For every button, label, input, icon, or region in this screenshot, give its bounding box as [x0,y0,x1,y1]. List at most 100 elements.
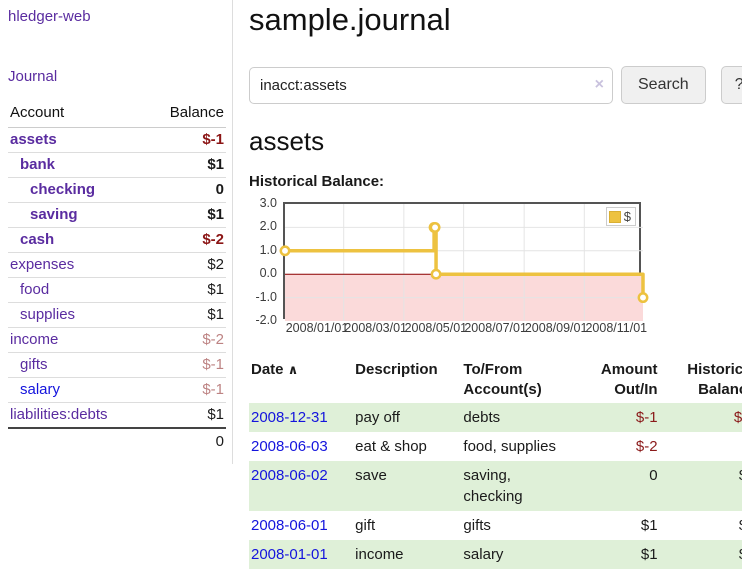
account-balance: $1 [146,202,226,228]
register-header-row: Date ∧ Description To/From Account(s) Am… [249,357,742,403]
sidebar-item-journal[interactable]: Journal [8,68,58,85]
chart-title: Historical Balance: [249,173,385,190]
register-table-body: 2008-12-31 pay off debts $-1 $-1 2008-06-03 ea… [249,403,742,569]
account-balance: $1 [146,302,226,328]
account-heading: assets [249,126,325,156]
transaction-date-link[interactable]: 2008-01-01 [251,546,328,563]
account-balance: $1 [146,152,226,178]
account-row: checking 0 [8,177,226,203]
transaction-balance: $-1 [733,409,742,426]
transaction-date-link[interactable]: 2008-06-03 [251,438,328,455]
chart-canvas [279,204,649,321]
account-row: supplies $1 [8,302,226,328]
register-header-amount[interactable]: Amount Out/In [600,361,658,398]
x-tick-label: 2008/07/01 [464,321,527,335]
y-tick-label: 2.0 [259,219,277,234]
sidebar-account-link[interactable]: checking [30,181,96,198]
balance-chart: 3.0 2.0 1.0 0.0 -1.0 -2.0 $ 2008/01/01 2008/03… [249,196,742,337]
accounts-header-account: Account [8,100,147,128]
y-tick-label: -1.0 [255,289,277,304]
account-row: gifts $-1 [8,352,226,378]
transaction-balance: $2 [660,511,742,540]
transaction-row[interactable]: 2008-06-02 save saving, checking 0$2 [249,461,742,511]
transaction-date-link[interactable]: 2008-06-02 [251,467,328,484]
account-balance: $2 [146,252,226,278]
account-row: bank $1 [8,152,226,178]
transaction-accounts: debts [463,409,501,426]
account-balance: $1 [146,402,226,429]
transaction-amount: $-2 [635,438,658,455]
transaction-amount: 0 [649,467,658,484]
transaction-description: save [355,467,387,484]
accounts-total-value: 0 [146,427,226,454]
help-button[interactable]: ? [720,66,742,104]
transaction-description: gift [355,517,376,534]
legend-swatch-icon [608,210,621,223]
account-balance: $1 [146,277,226,303]
accounts-table-body: assets $-1 bank $1 checking 0 saving $1 cash $-2 e… [8,127,226,454]
sidebar-account-link[interactable]: gifts [20,356,48,373]
app-title-link[interactable]: hledger-web [8,8,91,25]
chart-x-axis: 2008/01/01 2008/03/01 2008/05/01 2008/07/01… [283,321,742,337]
transaction-accounts: gifts [463,517,491,534]
sidebar-account-link[interactable]: food [20,281,50,298]
sidebar-account-link[interactable]: assets [10,131,57,148]
transaction-description: eat & shop [355,438,427,455]
transaction-accounts: salary [463,546,504,563]
register-table: Date ∧ Description To/From Account(s) Am… [249,357,742,569]
y-tick-label: 3.0 [259,196,277,210]
transaction-amount: $-1 [635,409,658,426]
search-button[interactable]: Search [621,66,706,104]
register-header-description[interactable]: Description [355,361,438,378]
sidebar-account-link[interactable]: supplies [20,306,76,323]
sidebar-account-link[interactable]: expenses [10,256,75,273]
transaction-accounts: saving, checking [463,467,523,505]
transaction-balance: 0 [660,432,742,461]
account-balance: $-1 [146,377,226,403]
x-tick-label: 2008/05/01 [404,321,468,335]
account-row: income $-2 [8,327,226,353]
account-row: food $1 [8,277,226,303]
clear-search-icon[interactable]: × [594,75,604,93]
sidebar: hledger-web Journal Account Balance asse… [0,0,233,464]
accounts-table: Account Balance assets $-1 bank $1 checking 0… [8,100,226,454]
sidebar-account-link[interactable]: income [10,331,59,348]
chart-y-axis: 3.0 2.0 1.0 0.0 -1.0 -2.0 [249,196,279,327]
search-form: × Search ? [249,66,742,104]
chart-plot-area[interactable]: $ [279,202,649,321]
y-tick-label: -2.0 [255,313,277,327]
account-row: cash $-2 [8,227,226,253]
transaction-row[interactable]: 2008-12-31 pay off debts $-1 $-1 [249,403,742,432]
transaction-date-link[interactable]: 2008-12-31 [251,409,328,426]
search-input[interactable] [249,66,613,104]
transaction-row[interactable]: 2008-06-01 gift gifts $1$2 [249,511,742,540]
transaction-row[interactable]: 2008-01-01 income salary $1$1 [249,540,742,569]
x-tick-label: 2008/09/01 [524,321,588,335]
sidebar-account-link[interactable]: cash [20,231,55,248]
y-tick-label: 0.0 [259,266,277,281]
sidebar-account-link[interactable]: bank [20,156,56,173]
x-tick-label: 2008/11/01 [585,321,648,335]
accounts-header-balance: Balance [146,100,226,128]
register-header-date[interactable]: Date ∧ [251,361,299,378]
register-header-balance[interactable]: Historical Balance [687,361,742,398]
transaction-accounts: food, supplies [463,438,556,455]
main-content: sample.journal × Search ? assets Histori… [233,0,742,569]
page-title: sample.journal [249,2,451,37]
transaction-row[interactable]: 2008-06-03 eat & shop food, supplies $-20 [249,432,742,461]
x-tick-label: 2008/03/01 [344,321,407,335]
transaction-balance: $2 [660,461,742,511]
sidebar-account-link[interactable]: liabilities:debts [10,406,108,423]
sidebar-account-link[interactable]: saving [30,206,78,223]
transaction-amount: $1 [640,546,658,563]
transaction-description: income [355,546,404,563]
account-balance: $-2 [146,327,226,353]
transaction-description: pay off [355,409,400,426]
register-header-accounts[interactable]: To/From Account(s) [463,361,542,398]
transaction-date-link[interactable]: 2008-06-01 [251,517,328,534]
sidebar-account-link[interactable]: salary [20,381,61,398]
account-row: salary $-1 [8,377,226,403]
transaction-balance: $1 [660,540,742,569]
y-tick-label: 1.0 [259,242,277,257]
account-balance: $-2 [146,227,226,253]
